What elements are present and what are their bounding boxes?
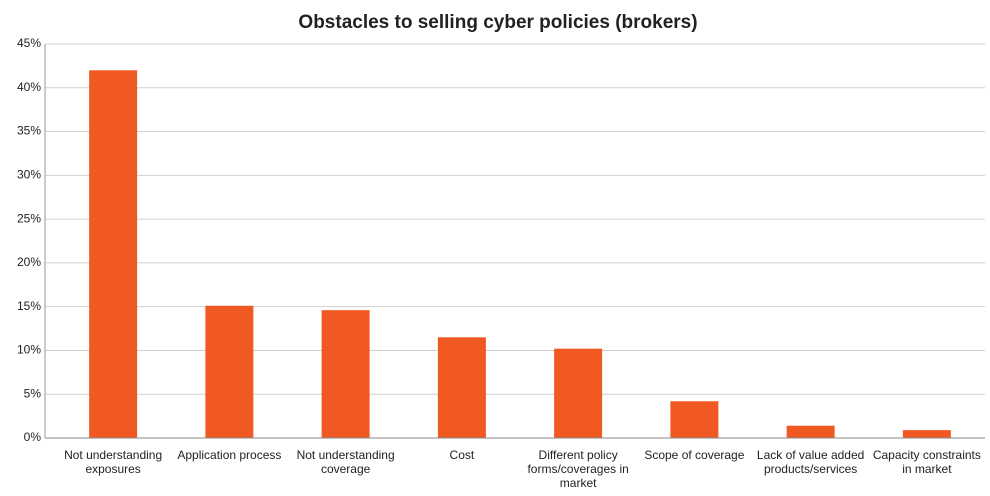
bar <box>89 70 138 439</box>
y-tick-label: 15% <box>17 299 41 313</box>
bar <box>902 430 951 438</box>
x-tick-label: Cost <box>449 448 475 462</box>
y-tick-label: 35% <box>17 124 41 138</box>
y-tick-label: 20% <box>17 255 41 269</box>
x-tick-label: Not understanding coverage <box>296 448 395 476</box>
bar <box>321 310 370 438</box>
x-tick-label: Different policy forms/coverages in mark… <box>527 448 629 490</box>
y-tick-label: 30% <box>17 168 41 182</box>
bar <box>205 305 254 438</box>
y-tick-label: 10% <box>17 343 41 357</box>
x-tick-label: Lack of value added products/services <box>756 448 865 476</box>
bar <box>437 337 486 438</box>
bar <box>786 425 835 438</box>
y-tick-label: 40% <box>17 80 41 94</box>
x-tick-label: Scope of coverage <box>644 448 745 462</box>
x-tick-label: Not understanding exposures <box>64 448 163 476</box>
bar <box>670 401 719 438</box>
y-tick-label: 25% <box>17 211 41 225</box>
y-tick-label: 0% <box>24 430 42 444</box>
y-tick-label: 5% <box>24 386 42 400</box>
x-tick-label: Capacity constraints in market <box>872 448 981 476</box>
x-tick-label: Application process <box>177 448 282 462</box>
chart-title: Obstacles to selling cyber policies (bro… <box>298 12 697 33</box>
bar <box>554 348 603 438</box>
y-tick-label: 45% <box>17 36 41 50</box>
